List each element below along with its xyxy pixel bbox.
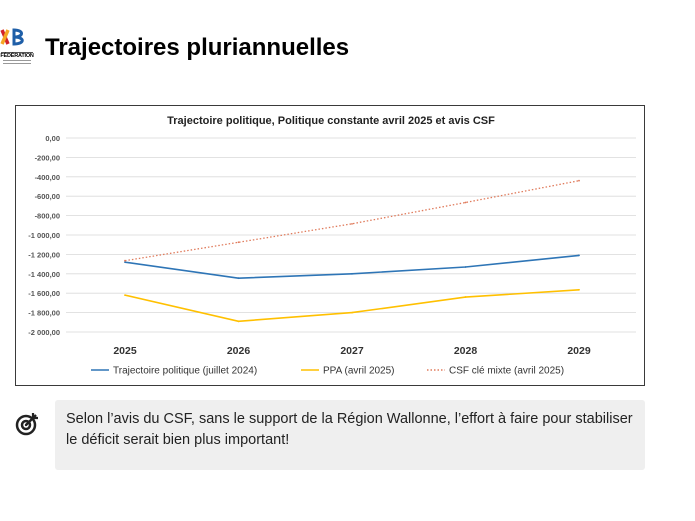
x-tick-label: 2028 bbox=[454, 345, 478, 357]
y-tick-label: -600,00 bbox=[35, 192, 60, 201]
line-chart: Trajectoire politique, Politique constan… bbox=[28, 115, 636, 377]
target-icon bbox=[14, 411, 40, 437]
data-point-3 bbox=[124, 259, 126, 262]
chart-title: Trajectoire politique, Politique constan… bbox=[167, 115, 495, 127]
data-point-1 bbox=[237, 277, 240, 280]
legend-label-1: Trajectoire politique (juillet 2024) bbox=[113, 366, 257, 377]
logo-mark-icon bbox=[0, 28, 33, 64]
data-point-3 bbox=[464, 201, 467, 204]
series-line-2 bbox=[124, 289, 580, 323]
data-point-3 bbox=[237, 241, 240, 244]
data-point-3 bbox=[578, 179, 580, 182]
legend-label-2: PPA (avril 2025) bbox=[323, 366, 395, 377]
y-tick-label: -1 400,00 bbox=[28, 270, 60, 279]
callout-box: Selon l’avis du CSF, sans le support de … bbox=[55, 400, 645, 470]
data-point-3 bbox=[351, 222, 353, 225]
x-tick-label: 2027 bbox=[340, 345, 364, 357]
data-point-1 bbox=[351, 272, 353, 275]
legend-label-3: CSF clé mixte (avril 2025) bbox=[449, 366, 564, 377]
y-tick-label: -2 000,00 bbox=[28, 328, 60, 337]
x-tick-label: 2025 bbox=[113, 345, 137, 357]
data-point-2 bbox=[351, 311, 353, 314]
y-tick-label: -1 000,00 bbox=[28, 231, 60, 240]
x-tick-label: 2029 bbox=[567, 345, 591, 357]
y-tick-label: -400,00 bbox=[35, 173, 60, 182]
y-tick-label: -1 800,00 bbox=[28, 309, 60, 318]
y-tick-label: -1 600,00 bbox=[28, 289, 60, 298]
y-tick-label: -800,00 bbox=[35, 212, 60, 221]
data-point-1 bbox=[464, 266, 467, 268]
y-tick-label: -1 200,00 bbox=[28, 250, 60, 259]
y-tick-label: -200,00 bbox=[35, 153, 60, 162]
series-line-1 bbox=[124, 254, 580, 280]
chart-container: Trajectoire politique, Politique constan… bbox=[15, 105, 645, 386]
y-tick-label: 0,00 bbox=[45, 134, 60, 143]
data-point-2 bbox=[124, 294, 126, 297]
federation-logo: FÉDÉRATION bbox=[0, 24, 34, 68]
logo-caption: FÉDÉRATION bbox=[0, 53, 34, 59]
data-point-2 bbox=[464, 296, 467, 298]
data-point-1 bbox=[578, 254, 580, 257]
data-point-2 bbox=[237, 320, 240, 323]
series-line-3 bbox=[124, 180, 580, 262]
page-title: Trajectoires pluriannuelles bbox=[45, 34, 350, 61]
x-tick-label: 2026 bbox=[227, 345, 251, 357]
callout-text: Selon l’avis du CSF, sans le support de … bbox=[66, 411, 633, 448]
data-point-1 bbox=[124, 261, 126, 264]
data-point-2 bbox=[578, 288, 580, 291]
